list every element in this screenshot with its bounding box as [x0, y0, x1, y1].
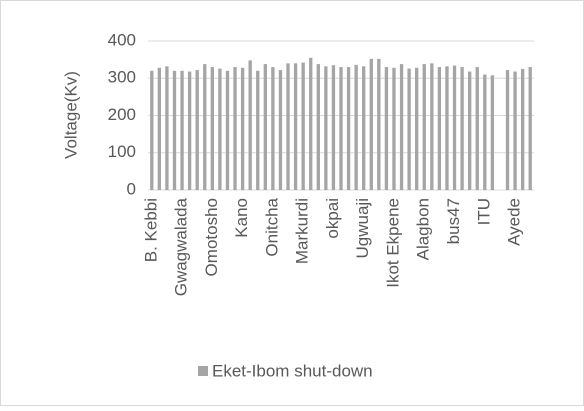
bar: [460, 67, 464, 190]
bar: [505, 70, 510, 190]
bar: [218, 68, 222, 190]
bar: [483, 74, 487, 190]
x-tick-label: Alagbon: [414, 198, 433, 260]
x-tick-label: Ikot Ekpene: [383, 198, 402, 288]
legend-label: Eket-Ibom shut-down: [212, 361, 373, 380]
y-tick-label: 200: [108, 105, 136, 124]
x-tick-label: ITU: [474, 198, 493, 225]
y-tick-label: 400: [108, 30, 136, 49]
y-axis-label: Voltage(Kv): [61, 71, 80, 159]
bar: [331, 65, 336, 190]
bar: [233, 67, 237, 190]
bar: [187, 71, 192, 190]
bar: [362, 66, 366, 190]
bar: [248, 60, 252, 191]
bar: [513, 71, 517, 190]
bar: [354, 64, 358, 190]
bar: [339, 67, 343, 190]
x-tick-label: Ugwuaji: [353, 198, 372, 258]
bar: [180, 70, 184, 190]
bar: [528, 67, 532, 190]
bar: [346, 67, 351, 190]
bar: [301, 62, 305, 191]
bar: [475, 67, 479, 190]
bar: [437, 67, 442, 190]
bar: [165, 66, 169, 190]
bar: [520, 68, 525, 190]
bar: [468, 71, 472, 190]
x-tick-label: Ayede: [505, 198, 524, 246]
bar: [286, 63, 290, 190]
bar: [445, 66, 449, 190]
x-tick-label: Kano: [232, 198, 251, 238]
bar: [203, 64, 207, 190]
bar: [399, 64, 404, 190]
x-tick-label: Omotosho: [202, 198, 221, 276]
bar: [377, 58, 381, 190]
x-tick-label: okpai: [323, 198, 342, 239]
bar: [422, 64, 426, 190]
legend-swatch: [198, 366, 208, 376]
bar: [195, 70, 199, 190]
bar: [263, 64, 267, 190]
bar: [384, 67, 389, 190]
bar: [256, 70, 260, 190]
bar: [293, 63, 298, 190]
bar: [415, 67, 419, 190]
bar: [407, 68, 411, 190]
x-tick-label: Onitcha: [262, 197, 281, 256]
bar: [210, 67, 214, 190]
bar: [157, 67, 162, 190]
bar: [309, 57, 313, 191]
bar: [278, 70, 283, 190]
bar: [392, 67, 396, 190]
x-tick-label: Markurdi: [293, 198, 312, 264]
y-tick-label: 100: [108, 142, 136, 161]
bar: [430, 63, 434, 190]
bar: [172, 70, 177, 190]
bar: [271, 67, 275, 190]
x-tick-label: Gwagwalada: [172, 197, 191, 296]
bar: [452, 65, 457, 190]
y-tick-label: 0: [127, 179, 136, 198]
bar: [490, 75, 495, 190]
y-tick-label: 300: [108, 68, 136, 87]
bar: [369, 58, 373, 190]
bar: [240, 67, 245, 190]
bar: [316, 64, 320, 190]
bar: [225, 70, 230, 190]
x-tick-label: B. Kebbi: [141, 198, 160, 262]
bar: [150, 70, 154, 190]
bar: [324, 66, 328, 190]
x-tick-label: bus47: [444, 198, 463, 244]
